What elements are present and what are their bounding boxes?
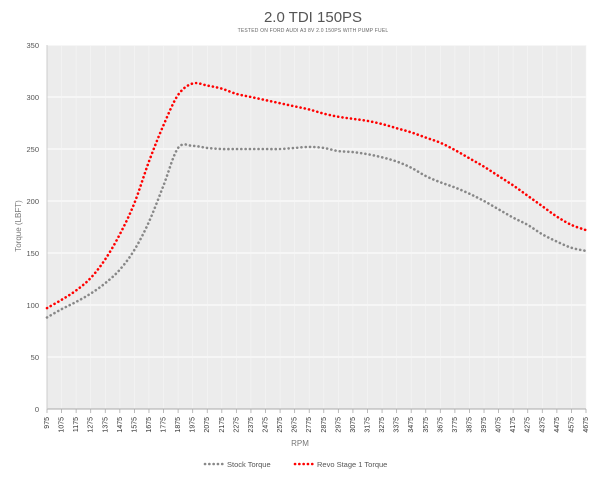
- x-tick-label: 2975: [335, 417, 342, 433]
- x-tick-label: 1775: [161, 417, 168, 433]
- x-tick-label: 2775: [306, 417, 313, 433]
- x-tick-label: 1075: [59, 417, 66, 433]
- x-tick-label: 2475: [263, 417, 270, 433]
- x-tick-label: 2175: [219, 417, 226, 433]
- y-tick-label: 150: [26, 249, 39, 258]
- legend-label: Revo Stage 1 Torque: [317, 460, 387, 469]
- x-tick-label: 3975: [481, 417, 488, 433]
- x-tick-label: 4475: [554, 417, 561, 433]
- x-tick-label: 3775: [452, 417, 459, 433]
- x-tick-label: 4175: [510, 417, 517, 433]
- y-tick-label: 350: [26, 41, 39, 50]
- x-tick-label: 2075: [204, 417, 211, 433]
- x-tick-label: 2575: [277, 417, 284, 433]
- legend-label: Stock Torque: [227, 460, 271, 469]
- x-tick-label: 4275: [525, 417, 532, 433]
- x-tick-label: 975: [44, 417, 51, 429]
- x-tick-label: 1175: [73, 417, 80, 432]
- x-tick-label: 1975: [190, 417, 197, 433]
- x-tick-label: 2275: [233, 417, 240, 433]
- y-tick-label: 0: [35, 405, 39, 414]
- x-tick-label: 3475: [408, 417, 415, 433]
- series-line-revo-stage-1-torque: [45, 81, 588, 310]
- plot-area: [47, 45, 586, 409]
- y-tick-label: 300: [26, 93, 39, 102]
- x-axis-label: RPM: [291, 439, 309, 448]
- x-tick-label: 3375: [394, 417, 401, 433]
- x-tick-label: 3875: [466, 417, 473, 433]
- x-tick-label: 3075: [350, 417, 357, 433]
- x-tick-label: 2675: [292, 417, 299, 433]
- y-tick-label: 50: [31, 353, 39, 362]
- x-tick-label: 2875: [321, 417, 328, 433]
- x-tick-label: 3575: [423, 417, 430, 433]
- chart-subtitle: TESTED ON FORD AUDI A3 8V 2.0 150PS WITH…: [238, 28, 389, 34]
- legend: Stock Torque Revo Stage 1 Torque: [203, 460, 387, 469]
- y-axis-label: Torque (LBFT): [14, 200, 23, 252]
- gridlines: [46, 44, 587, 409]
- x-tick-label: 1375: [102, 417, 109, 433]
- x-tick-label: 4375: [539, 417, 546, 433]
- series-lines: [45, 81, 588, 319]
- x-tick-label: 1875: [175, 417, 182, 433]
- x-tick-label: 3275: [379, 417, 386, 433]
- x-tick-label: 2375: [248, 417, 255, 433]
- y-tick-label: 200: [26, 197, 39, 206]
- y-axis-ticks: 0 50 100 150 200 250 300 350: [26, 41, 39, 414]
- x-tick-label: 1675: [146, 417, 153, 433]
- x-tick-label: 3175: [364, 417, 371, 433]
- axes: [46, 45, 586, 410]
- x-tick-label: 1475: [117, 417, 124, 433]
- x-axis-ticks: 975 1075 1175 1275 1375 1475 1575 1675 1775 1875 1…: [44, 409, 590, 433]
- x-tick-label: 4075: [496, 417, 503, 433]
- y-tick-label: 100: [26, 301, 39, 310]
- x-tick-label: 1275: [88, 417, 95, 433]
- y-tick-label: 250: [26, 145, 39, 154]
- x-tick-label: 1575: [131, 417, 138, 433]
- x-tick-label: 4675: [583, 417, 590, 433]
- chart-title: 2.0 TDI 150PS: [264, 9, 362, 26]
- x-tick-label: 4575: [568, 417, 575, 433]
- x-tick-label: 3675: [437, 417, 444, 433]
